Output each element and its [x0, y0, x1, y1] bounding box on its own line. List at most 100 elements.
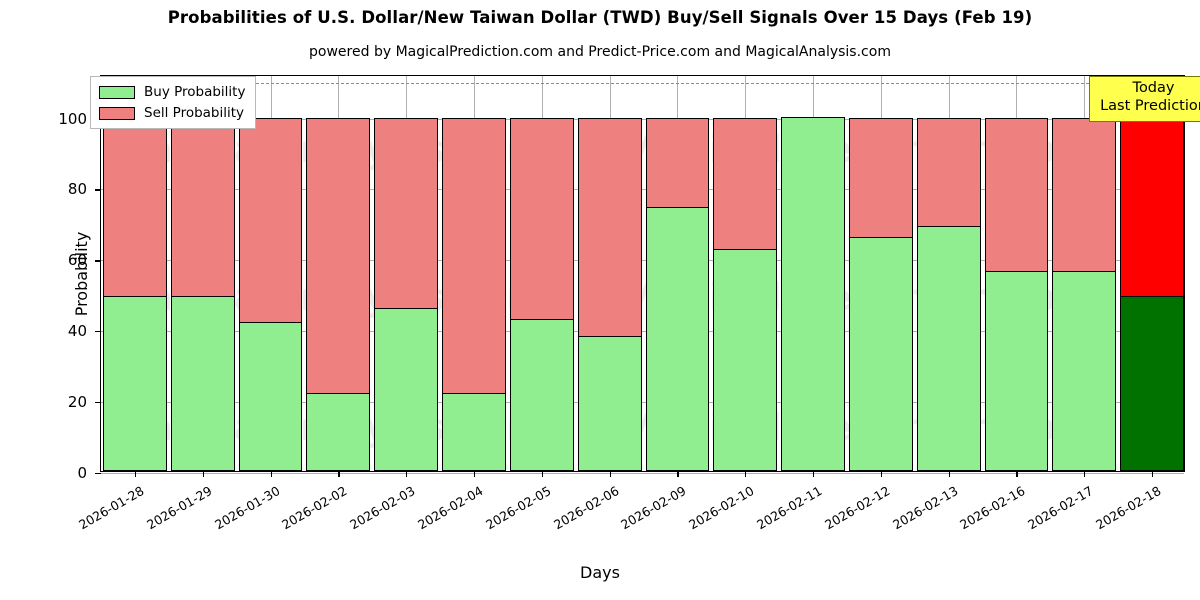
- bar-segment-buy[interactable]: [1120, 295, 1184, 471]
- gridline-horizontal: [101, 473, 1184, 474]
- x-axis-tick-label: 2026-02-06: [550, 483, 622, 533]
- y-axis-tick-label: 20: [67, 393, 87, 412]
- y-axis-tick-label: 100: [58, 109, 87, 128]
- bar-group[interactable]: [984, 74, 1049, 471]
- bar-group[interactable]: [713, 74, 778, 471]
- bar-segment-buy[interactable]: [509, 318, 574, 471]
- bar-group[interactable]: [848, 74, 913, 471]
- bar-segment-buy[interactable]: [103, 295, 167, 471]
- bar-segment-sell[interactable]: [1052, 117, 1117, 273]
- bar-group[interactable]: [374, 74, 439, 471]
- bar-group[interactable]: [509, 74, 574, 471]
- x-axis-tick-label: 2026-02-05: [482, 483, 554, 533]
- today-annotation-line2: Last Prediction: [1100, 97, 1200, 114]
- x-axis-tick-mark: [1016, 471, 1018, 477]
- bar-segment-sell[interactable]: [984, 117, 1049, 273]
- x-axis-tick-mark: [202, 471, 204, 477]
- x-axis-tick-label: 2026-02-09: [618, 483, 689, 533]
- y-axis-tick-mark: [95, 189, 101, 191]
- bar-group[interactable]: [645, 74, 710, 471]
- legend-label-buy: Buy Probability: [144, 84, 246, 100]
- y-axis-tick-label: 40: [67, 322, 87, 341]
- legend-label-sell: Sell Probability: [144, 105, 245, 121]
- legend-swatch-buy-icon: [99, 85, 135, 99]
- x-axis-tick-mark: [1152, 471, 1154, 477]
- bar-segment-buy[interactable]: [442, 393, 506, 471]
- bar-segment-sell[interactable]: [509, 117, 574, 320]
- x-axis-tick-label: 2026-02-10: [686, 483, 757, 533]
- x-axis-tick-label: 2026-02-04: [415, 483, 486, 533]
- bar-segment-sell[interactable]: [238, 117, 303, 324]
- y-axis-label: Probability: [71, 231, 91, 316]
- bar-segment-buy[interactable]: [577, 336, 642, 471]
- bar-segment-sell[interactable]: [170, 117, 235, 297]
- bar-group[interactable]: [238, 74, 303, 471]
- bar-segment-buy[interactable]: [713, 249, 778, 471]
- bar-group[interactable]: [1052, 74, 1117, 471]
- bar-series: [101, 76, 1184, 471]
- chart-subtitle: powered by MagicalPrediction.com and Pre…: [309, 44, 891, 60]
- bar-segment-sell[interactable]: [916, 117, 981, 228]
- y-axis-tick-mark: [95, 331, 101, 333]
- x-axis-tick-label: 2026-02-12: [821, 483, 893, 533]
- bar-group[interactable]: [916, 74, 981, 471]
- x-axis-tick-mark: [473, 471, 476, 477]
- x-axis-tick-mark: [880, 471, 883, 477]
- legend-item-buy: Buy Probability: [99, 84, 245, 100]
- y-axis-tick-label: 0: [77, 464, 87, 482]
- x-axis-tick-mark: [745, 471, 747, 477]
- bar-segment-sell[interactable]: [1120, 117, 1184, 297]
- x-axis-tick-mark: [1084, 471, 1086, 477]
- x-axis-tick-label: 2026-02-18: [1093, 483, 1164, 533]
- bar-segment-sell[interactable]: [306, 117, 371, 395]
- x-axis-tick-mark: [541, 471, 543, 477]
- x-axis-tick-label: 2026-02-02: [279, 483, 350, 533]
- bar-segment-sell[interactable]: [645, 117, 710, 209]
- plot-area: MagicalAnalysis.comMagicalPrediction.com…: [58, 75, 1185, 532]
- bar-segment-buy[interactable]: [645, 206, 710, 471]
- bar-segment-sell[interactable]: [103, 117, 167, 297]
- x-axis-tick-label: 2026-02-03: [347, 483, 418, 533]
- bar-group[interactable]: [577, 74, 642, 471]
- bar-group[interactable]: [781, 74, 845, 471]
- legend-swatch-sell-icon: [99, 106, 135, 120]
- x-axis-tick-label: 2026-01-29: [143, 483, 215, 533]
- y-axis-tick-label: 60: [67, 251, 87, 270]
- x-axis-tick-mark: [134, 471, 137, 477]
- bar-segment-buy[interactable]: [848, 237, 913, 471]
- x-axis-tick-mark: [677, 471, 679, 477]
- x-axis-tick-mark: [813, 471, 815, 477]
- x-axis-tick-label: 2026-01-30: [211, 483, 283, 533]
- bar-segment-buy[interactable]: [238, 322, 303, 471]
- chart-legend: Buy Probability Sell Probability: [90, 76, 257, 129]
- chart-title: Probabilities of U.S. Dollar/New Taiwan …: [167, 8, 1033, 27]
- bar-segment-buy[interactable]: [1052, 270, 1117, 471]
- bar-group[interactable]: [306, 74, 371, 471]
- bar-segment-buy[interactable]: [374, 307, 439, 471]
- bar-group[interactable]: [103, 74, 167, 471]
- x-axis-tick-label: 2026-02-17: [1025, 483, 1096, 533]
- x-axis-tick-mark: [406, 471, 408, 477]
- y-axis-tick-mark: [95, 473, 101, 475]
- bar-group[interactable]: [442, 74, 506, 471]
- bar-segment-sell[interactable]: [442, 117, 506, 395]
- x-axis-tick-mark: [948, 471, 950, 477]
- bar-segment-buy[interactable]: [306, 393, 371, 471]
- x-axis-tick-mark: [338, 471, 340, 477]
- bar-segment-sell[interactable]: [577, 117, 642, 338]
- bar-segment-buy[interactable]: [170, 295, 235, 471]
- bar-segment-buy[interactable]: [781, 116, 845, 471]
- bar-segment-buy[interactable]: [916, 226, 981, 471]
- bar-segment-sell[interactable]: [848, 117, 913, 239]
- y-axis-tick-mark: [95, 402, 101, 404]
- x-axis-tick-label: 2026-02-13: [889, 483, 961, 533]
- y-axis-tick-mark: [95, 260, 101, 262]
- bar-segment-sell[interactable]: [374, 117, 439, 310]
- legend-item-sell: Sell Probability: [99, 105, 245, 121]
- bar-group[interactable]: [170, 74, 235, 471]
- bar-segment-buy[interactable]: [984, 270, 1049, 471]
- x-axis-tick-label: 2026-02-16: [957, 483, 1028, 533]
- bar-segment-sell[interactable]: [713, 117, 778, 251]
- bar-group[interactable]: [1120, 74, 1184, 471]
